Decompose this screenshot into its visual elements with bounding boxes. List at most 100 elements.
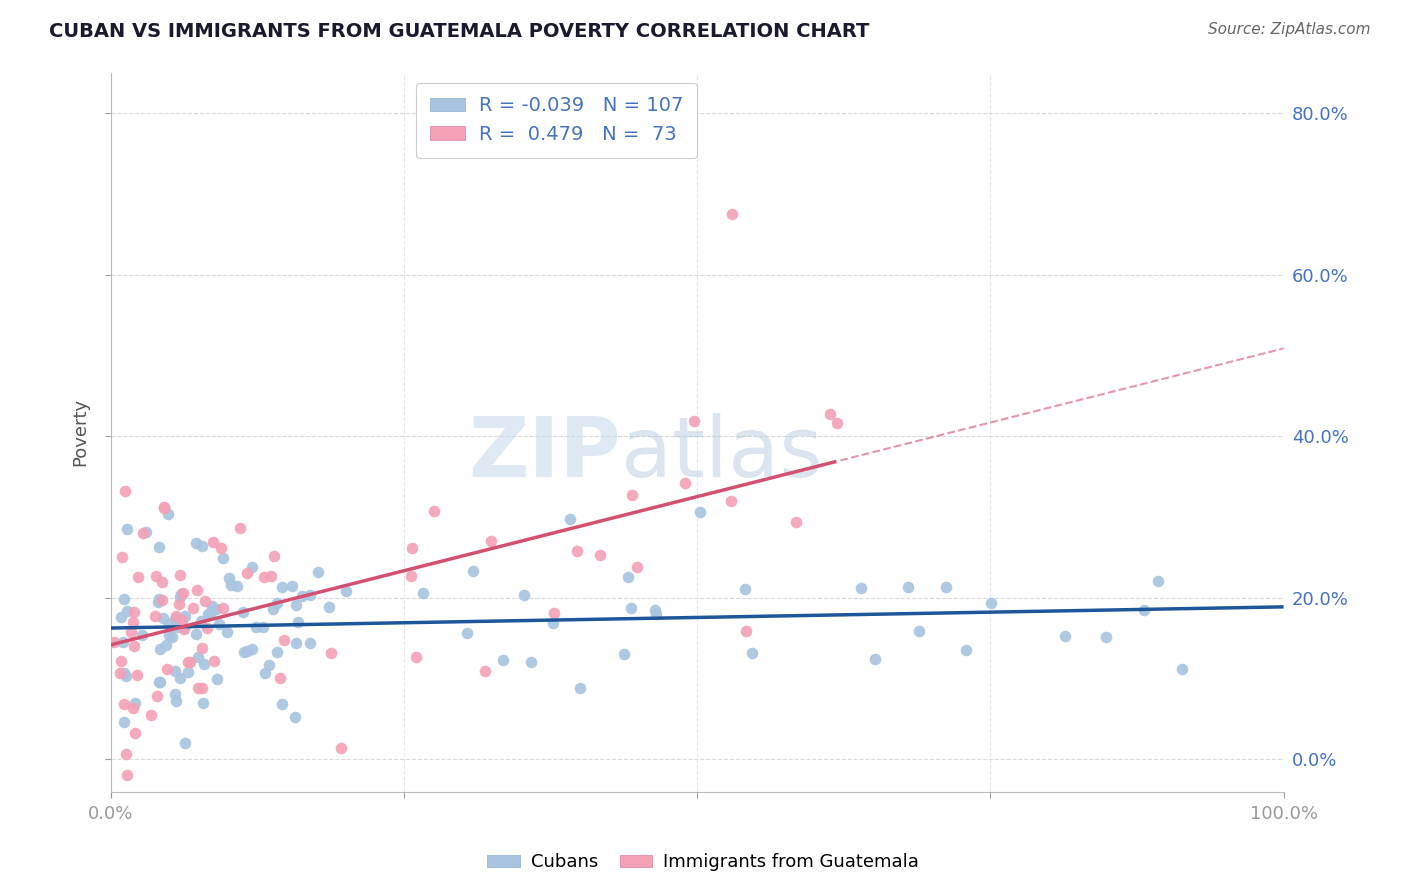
Point xyxy=(423,504,446,518)
Point xyxy=(193,594,215,608)
Point xyxy=(287,615,309,629)
Point xyxy=(181,601,204,615)
Point xyxy=(122,639,145,653)
Point xyxy=(114,669,136,683)
Point xyxy=(266,595,288,609)
Point xyxy=(285,636,308,650)
Point xyxy=(262,601,284,615)
Point xyxy=(273,633,295,648)
Point xyxy=(170,587,193,601)
Point xyxy=(127,570,149,584)
Point xyxy=(173,736,195,750)
Point xyxy=(201,599,224,614)
Point xyxy=(114,483,136,498)
Point xyxy=(318,600,340,615)
Point xyxy=(202,535,225,549)
Point xyxy=(307,565,329,579)
Point xyxy=(734,582,756,597)
Point xyxy=(721,207,744,221)
Point xyxy=(131,627,153,641)
Point xyxy=(644,607,666,622)
Point xyxy=(173,609,195,624)
Point xyxy=(141,708,163,723)
Point xyxy=(117,522,139,536)
Point xyxy=(122,701,145,715)
Point xyxy=(149,642,172,657)
Point xyxy=(211,551,233,566)
Point xyxy=(148,594,170,608)
Point xyxy=(115,603,138,617)
Point xyxy=(166,620,188,634)
Point xyxy=(125,668,148,682)
Point xyxy=(863,651,886,665)
Point xyxy=(626,560,648,574)
Point xyxy=(169,567,191,582)
Point xyxy=(191,697,214,711)
Text: CUBAN VS IMMIGRANTS FROM GUATEMALA POVERTY CORRELATION CHART: CUBAN VS IMMIGRANTS FROM GUATEMALA POVER… xyxy=(49,22,869,41)
Point xyxy=(169,590,191,604)
Point xyxy=(190,640,212,655)
Point xyxy=(263,549,285,564)
Point xyxy=(520,655,543,669)
Point xyxy=(474,664,496,678)
Point xyxy=(167,597,190,611)
Point xyxy=(170,613,193,627)
Point xyxy=(195,621,218,635)
Point xyxy=(291,589,314,603)
Point xyxy=(145,568,167,582)
Point xyxy=(165,664,187,678)
Point xyxy=(1170,662,1192,676)
Point xyxy=(148,591,170,606)
Legend: R = -0.039   N = 107, R =  0.479   N =  73: R = -0.039 N = 107, R = 0.479 N = 73 xyxy=(416,83,696,158)
Point xyxy=(218,571,240,585)
Point xyxy=(401,541,423,555)
Point xyxy=(319,646,342,660)
Point xyxy=(335,584,357,599)
Point xyxy=(155,638,177,652)
Point xyxy=(111,549,134,564)
Point xyxy=(209,541,232,556)
Point xyxy=(143,609,166,624)
Point xyxy=(157,617,180,632)
Point xyxy=(148,540,170,554)
Point xyxy=(240,559,263,574)
Point xyxy=(252,620,274,634)
Point xyxy=(269,671,291,685)
Point xyxy=(124,726,146,740)
Point xyxy=(202,654,225,668)
Point xyxy=(165,687,187,701)
Point xyxy=(212,600,235,615)
Point xyxy=(156,662,179,676)
Point xyxy=(205,672,228,686)
Point xyxy=(177,655,200,669)
Point xyxy=(399,569,422,583)
Point xyxy=(281,579,304,593)
Point xyxy=(266,645,288,659)
Point xyxy=(785,516,807,530)
Point xyxy=(543,606,565,620)
Point xyxy=(120,624,142,639)
Point xyxy=(1147,574,1170,588)
Point xyxy=(165,694,187,708)
Point xyxy=(200,605,222,619)
Point xyxy=(683,414,706,428)
Point xyxy=(644,603,666,617)
Point xyxy=(849,581,872,595)
Point xyxy=(492,653,515,667)
Point xyxy=(150,574,173,589)
Point xyxy=(232,645,254,659)
Point xyxy=(124,696,146,710)
Point xyxy=(110,654,132,668)
Point xyxy=(558,512,581,526)
Point xyxy=(186,627,208,641)
Text: atlas: atlas xyxy=(621,413,823,494)
Point xyxy=(257,658,280,673)
Point xyxy=(150,593,173,607)
Point xyxy=(240,641,263,656)
Point xyxy=(412,586,434,600)
Point xyxy=(741,646,763,660)
Y-axis label: Poverty: Poverty xyxy=(72,398,89,467)
Point xyxy=(172,586,194,600)
Point xyxy=(589,548,612,562)
Point xyxy=(285,598,308,612)
